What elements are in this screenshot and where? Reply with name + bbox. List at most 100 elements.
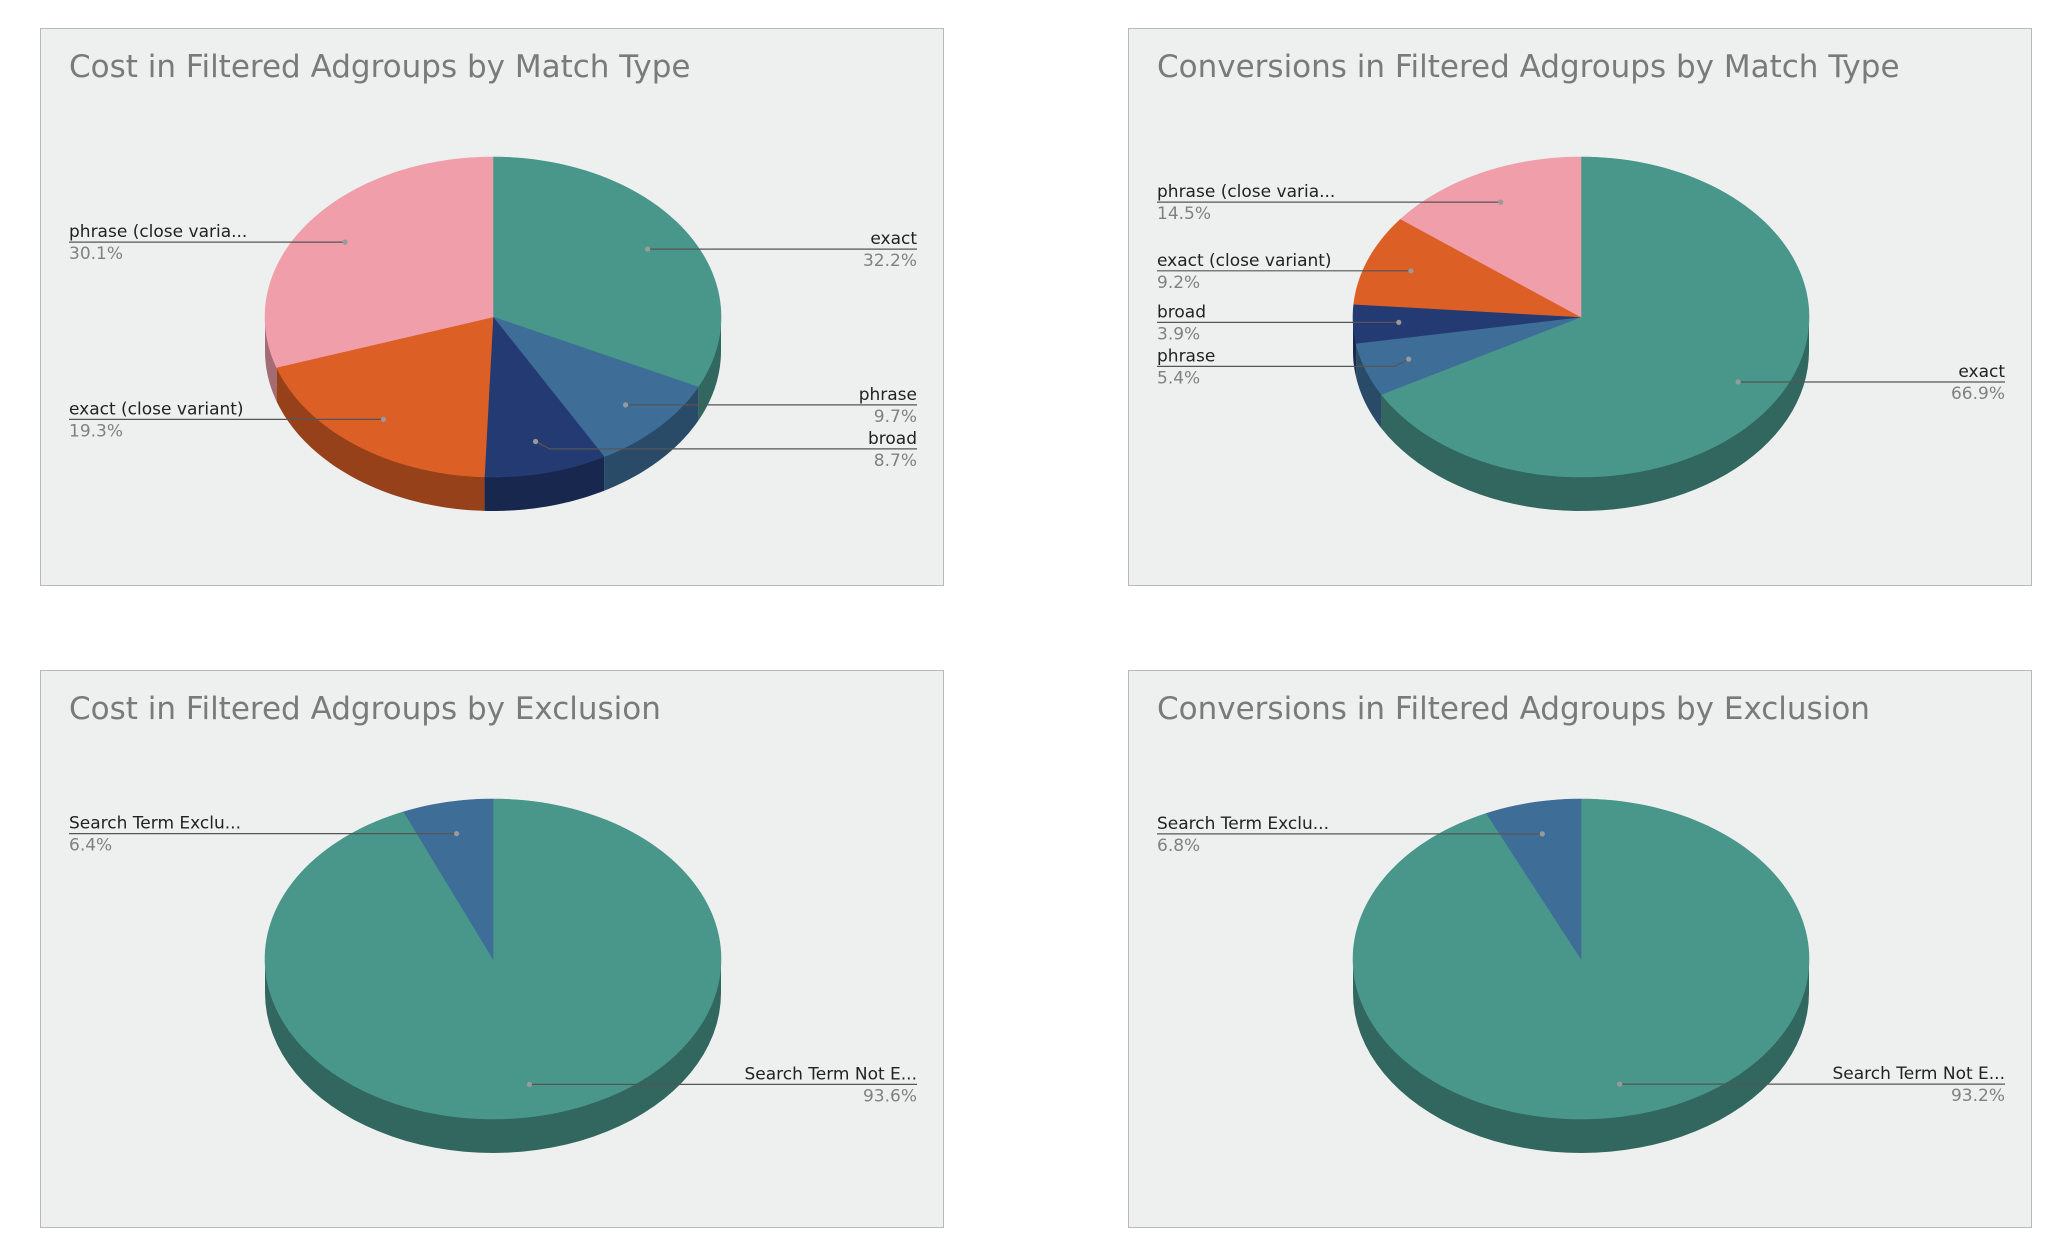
slice-label-name: Search Term Exclu... (1157, 814, 1329, 834)
leader-dot (1406, 356, 1412, 362)
slice-label-percent: 14.5% (1157, 204, 1211, 224)
pie-side-phrase (604, 386, 699, 491)
slice-label-percent: 93.6% (863, 1086, 917, 1106)
pie-side-walls (265, 317, 721, 511)
slice-label-name: Search Term Not E... (1832, 1064, 2005, 1084)
leader-dot (380, 416, 387, 422)
pie-labels: Search Term Not E...93.2% Search Term Exc… (1157, 814, 2005, 1106)
pie-side-phrase-close-varia (265, 317, 277, 402)
leader-dot (342, 239, 348, 245)
slice-label-percent: 9.7% (874, 407, 917, 427)
pie-side-walls (1353, 959, 1809, 1153)
pie-slice-search-term-exclu (403, 798, 494, 961)
pie-side-exact (698, 317, 721, 421)
slice-label-percent: 3.9% (1157, 324, 1200, 344)
pie-side-exact-close-variant (276, 367, 485, 511)
slice-label-name: exact (870, 229, 917, 249)
slice-label-name: exact (1958, 362, 2005, 382)
leader-dot (454, 831, 460, 837)
leader-dot (1408, 268, 1414, 274)
chart-panel-conversions-exclusion: Conversions in Filtered Adgroups by Excl… (1128, 670, 2032, 1228)
slice-label-percent: 32.2% (863, 251, 917, 271)
slice-label-percent: 9.2% (1157, 273, 1200, 293)
slice-label-percent: 6.4% (69, 836, 112, 856)
slice-label-percent: 93.2% (1951, 1086, 2005, 1106)
pie-slice-phrase (1355, 316, 1582, 395)
slice-label-search-term-not-e: Search Term Not E...93.2% (1617, 1064, 2005, 1106)
slice-label-name: phrase (1157, 346, 1215, 366)
leader-dot (645, 246, 651, 252)
slice-label-percent: 5.4% (1157, 368, 1200, 388)
pie-slice-exact (492, 156, 722, 388)
pie-slices (264, 798, 722, 1120)
pie-slice-phrase-close-varia (264, 156, 494, 368)
pie-slice-search-term-exclu (1486, 798, 1582, 961)
slice-label-search-term-exclu: Search Term Exclu...6.8% (1157, 814, 1545, 856)
pie-side-search-term-not-e (1353, 959, 1809, 1153)
slice-label-percent: 19.3% (69, 421, 123, 441)
slice-label-exact-close-variant: exact (close variant)9.2% (1157, 251, 1414, 293)
slice-label-percent: 6.8% (1157, 836, 1200, 856)
pie-slice-broad (484, 316, 605, 478)
pie-side-exact (1381, 317, 1809, 511)
slice-label-name: phrase (859, 385, 917, 405)
leader-dot (1539, 831, 1545, 837)
pie-slice-exact-close-variant (276, 316, 494, 478)
leader-dot (1617, 1081, 1623, 1087)
pie-slice-phrase (492, 316, 699, 458)
pie-slices (1352, 798, 1810, 1120)
pie-chart-cost-exclusion: Search Term Not E...93.6% Search Term Exc… (69, 798, 917, 1153)
pie-slice-exact-close-variant (1353, 218, 1582, 318)
chart-title: Conversions in Filtered Adgroups by Excl… (1157, 691, 1870, 727)
slice-label-search-term-exclu: Search Term Exclu...6.4% (69, 814, 460, 856)
leader-dot (1735, 379, 1741, 385)
pie-labels: Search Term Not E...93.6% Search Term Exc… (69, 814, 917, 1106)
slice-label-exact-close-variant: exact (close variant)19.3% (69, 399, 387, 441)
leader-line (1157, 358, 1409, 367)
slice-label-name: broad (1157, 302, 1206, 322)
pie-side-broad (484, 456, 605, 511)
pie-slices (1352, 156, 1810, 478)
leader-line (535, 440, 917, 450)
chart-panel-cost-exclusion: Cost in Filtered Adgroups by Exclusion S… (40, 670, 944, 1228)
pie-side-phrase (1356, 343, 1382, 429)
pie-side-walls (265, 959, 721, 1153)
slice-label-name: Search Term Exclu... (69, 814, 241, 834)
slice-label-percent: 8.7% (874, 451, 917, 471)
leader-dot (1498, 199, 1504, 205)
chart-title: Cost in Filtered Adgroups by Exclusion (69, 691, 661, 727)
leader-dot (1396, 319, 1402, 325)
leader-dot (526, 1081, 532, 1087)
slice-label-name: Search Term Not E... (744, 1064, 917, 1084)
pie-chart-conversions-exclusion: Search Term Not E...93.2% Search Term Exc… (1157, 798, 2005, 1153)
chart-panel-cost-match-type: Cost in Filtered Adgroups by Match Type … (40, 28, 944, 586)
slice-label-phrase-close-varia: phrase (close varia...14.5% (1157, 182, 1504, 224)
pie-side-search-term-not-e (265, 959, 721, 1153)
slice-label-name: phrase (close varia... (1157, 182, 1335, 202)
pie-slices (264, 156, 722, 478)
slice-label-percent: 30.1% (69, 244, 123, 264)
leader-dot (533, 438, 539, 445)
slice-label-search-term-not-e: Search Term Not E...93.6% (526, 1064, 917, 1106)
chart-panel-conversions-match-type: Conversions in Filtered Adgroups by Matc… (1128, 28, 2032, 586)
slice-label-name: phrase (close varia... (69, 222, 247, 242)
slice-label-name: exact (close variant) (1157, 251, 1332, 271)
pie-slice-phrase-close-varia (1400, 156, 1582, 318)
slice-label-phrase-close-varia: phrase (close varia...30.1% (69, 222, 348, 264)
slice-label-name: broad (868, 429, 917, 449)
slice-label-name: exact (close variant) (69, 399, 244, 419)
slice-label-percent: 66.9% (1951, 384, 2005, 404)
chart-title: Conversions in Filtered Adgroups by Matc… (1157, 49, 1900, 85)
leader-dot (623, 402, 629, 408)
pie-slice-exact (1380, 156, 1810, 478)
